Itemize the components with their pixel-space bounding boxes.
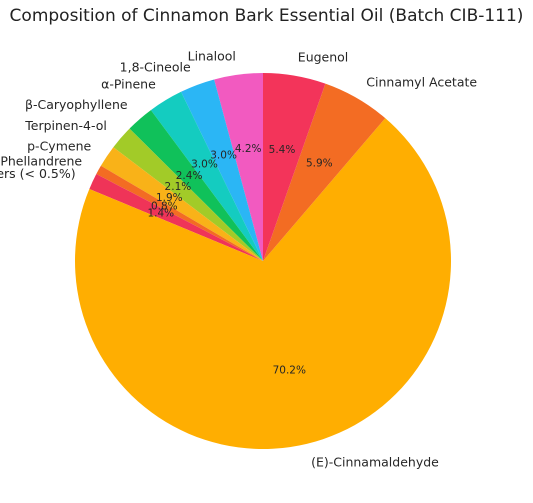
percent-label-phellandrene: 0.8% xyxy=(151,200,178,212)
pie-slice-1-8-cineole xyxy=(181,79,263,261)
percent-label-eugenol: 5.4% xyxy=(269,144,296,156)
percent-label-linalool: 4.2% xyxy=(235,143,262,155)
pie-slice-others-0-5 xyxy=(89,174,263,261)
pie-slice-phellandrene xyxy=(96,165,263,261)
pie-slice-eugenol xyxy=(263,73,326,261)
percent-label-pinene: 3.0% xyxy=(191,159,218,171)
category-label-others-0-5: Others (< 0.5%) xyxy=(0,166,76,181)
percent-label-terpinen-4-ol: 2.1% xyxy=(165,181,192,193)
percent-label-1-8-cineole: 3.0% xyxy=(210,149,237,161)
category-label-linalool: Linalool xyxy=(188,49,236,64)
pie-slice-p-cymene xyxy=(100,147,263,261)
category-label-p-cymene: p-Cymene xyxy=(27,138,91,153)
category-label-pinene: α-Pinene xyxy=(101,77,156,92)
pie-slice-pinene xyxy=(150,91,263,261)
percent-labels-layer: 4.2%3.0%3.0%2.4%2.1%1.9%0.8%1.4%70.2%5.9… xyxy=(147,143,332,377)
percent-label-cinnamyl-acetate: 5.9% xyxy=(306,157,333,169)
pie-slice-e-cinnamaldehyde xyxy=(75,118,452,450)
category-label-eugenol: Eugenol xyxy=(298,50,349,65)
percent-label-caryophyllene: 2.4% xyxy=(176,170,203,182)
pie-slice-cinnamyl-acetate xyxy=(263,83,386,262)
category-label-phellandrene: α-Phellandrene xyxy=(0,153,82,168)
category-label-terpinen-4-ol: Terpinen-4-ol xyxy=(24,118,107,133)
pie-slice-terpinen-4-ol xyxy=(113,128,263,261)
category-label-cinnamyl-acetate: Cinnamyl Acetate xyxy=(366,74,477,89)
category-label-1-8-cineole: 1,8-Cineole xyxy=(120,60,191,75)
slices-layer xyxy=(75,73,452,450)
percent-label-others-0-5: 1.4% xyxy=(147,207,174,219)
percent-label-e-cinnamaldehyde: 70.2% xyxy=(273,365,306,377)
percent-label-p-cymene: 1.9% xyxy=(156,192,183,204)
category-label-caryophyllene: β-Caryophyllene xyxy=(25,97,128,112)
pie-slice-linalool xyxy=(214,73,263,261)
chart-title: Composition of Cinnamon Bark Essential O… xyxy=(10,6,524,26)
pie-slice-caryophyllene xyxy=(129,110,263,261)
category-label-e-cinnamaldehyde: (E)-Cinnamaldehyde xyxy=(311,455,439,470)
